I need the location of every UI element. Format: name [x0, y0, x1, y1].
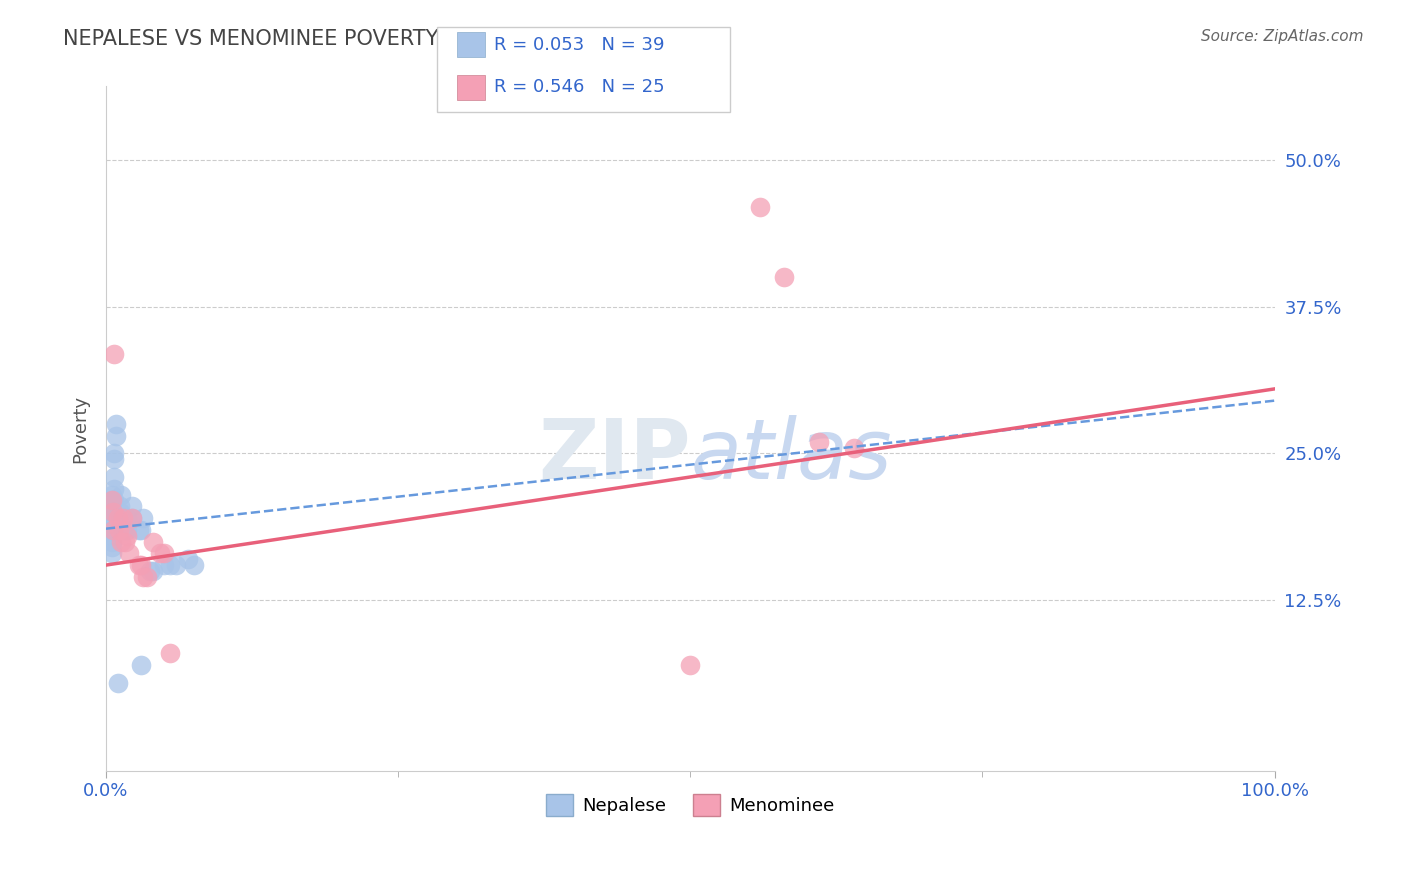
- Point: [807, 434, 830, 449]
- Point: [177, 552, 200, 566]
- Point: [112, 511, 135, 525]
- Point: [110, 534, 132, 549]
- Point: [128, 558, 150, 573]
- Text: atlas: atlas: [690, 416, 891, 497]
- Point: [101, 505, 124, 519]
- Point: [129, 558, 152, 573]
- Point: [159, 646, 181, 660]
- Point: [183, 558, 205, 573]
- Point: [107, 523, 129, 537]
- Point: [121, 511, 143, 525]
- Point: [153, 546, 176, 560]
- Point: [115, 511, 138, 525]
- Point: [110, 487, 132, 501]
- Point: [114, 534, 136, 549]
- Point: [149, 546, 172, 560]
- Text: R = 0.053   N = 39: R = 0.053 N = 39: [494, 36, 664, 54]
- Point: [121, 511, 143, 525]
- Text: NEPALESE VS MENOMINEE POVERTY CORRELATION CHART: NEPALESE VS MENOMINEE POVERTY CORRELATIO…: [63, 29, 671, 48]
- Point: [105, 429, 128, 443]
- Point: [107, 675, 129, 690]
- Point: [100, 523, 122, 537]
- Point: [128, 523, 150, 537]
- Point: [100, 529, 122, 543]
- Point: [159, 558, 181, 573]
- Point: [100, 500, 122, 514]
- Point: [101, 523, 124, 537]
- Point: [110, 511, 132, 525]
- Point: [103, 482, 125, 496]
- Point: [139, 564, 162, 578]
- Point: [132, 570, 155, 584]
- Point: [103, 470, 125, 484]
- Text: Source: ZipAtlas.com: Source: ZipAtlas.com: [1201, 29, 1364, 44]
- Point: [100, 493, 122, 508]
- Legend: Nepalese, Menominee: Nepalese, Menominee: [538, 787, 842, 823]
- Point: [103, 346, 125, 360]
- Point: [100, 534, 122, 549]
- Point: [103, 446, 125, 460]
- Point: [100, 516, 122, 531]
- Point: [772, 270, 794, 285]
- Point: [142, 534, 165, 549]
- Point: [118, 546, 141, 560]
- Point: [100, 511, 122, 525]
- Point: [115, 529, 138, 543]
- Point: [107, 511, 129, 525]
- Point: [165, 558, 187, 573]
- Point: [115, 523, 138, 537]
- Point: [105, 417, 128, 431]
- Point: [108, 500, 131, 514]
- Point: [121, 500, 143, 514]
- Point: [112, 523, 135, 537]
- Point: [100, 493, 122, 508]
- Point: [679, 657, 702, 672]
- Point: [842, 441, 865, 455]
- Point: [749, 200, 772, 214]
- Point: [100, 541, 122, 555]
- Point: [129, 657, 152, 672]
- Point: [100, 546, 122, 560]
- Point: [108, 505, 131, 519]
- Point: [132, 511, 155, 525]
- Point: [100, 487, 122, 501]
- Point: [103, 493, 125, 508]
- Point: [129, 523, 152, 537]
- Point: [135, 570, 157, 584]
- Point: [142, 564, 165, 578]
- Point: [100, 505, 122, 519]
- Point: [103, 452, 125, 467]
- Point: [153, 558, 176, 573]
- Y-axis label: Poverty: Poverty: [72, 394, 89, 463]
- Text: R = 0.546   N = 25: R = 0.546 N = 25: [494, 78, 664, 96]
- Text: ZIP: ZIP: [538, 416, 690, 497]
